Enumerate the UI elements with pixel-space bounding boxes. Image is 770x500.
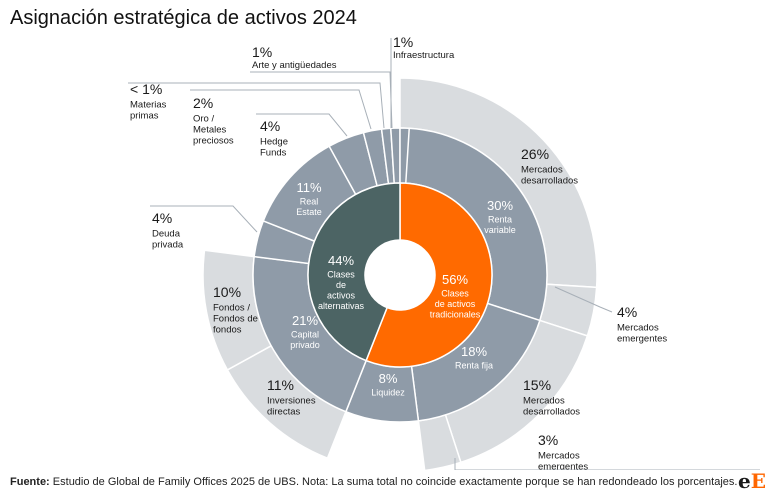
outer-2-pct: 15%: [523, 377, 551, 393]
source-footnote: Fuente: Estudio de Global de Family Offi…: [10, 476, 737, 488]
middle-3-pct: 21%: [292, 313, 318, 328]
callout-leader-line-1: [256, 113, 348, 137]
inner-0-pct: 56%: [442, 272, 468, 287]
outer-4-label: Inversiones directas: [267, 395, 316, 417]
callout-0-label: Deuda privada: [152, 228, 184, 250]
middle-0-label: Renta variable: [484, 214, 516, 235]
outer-1-label: Mercados emergentes: [617, 322, 667, 344]
callout-0-pct: 4%: [152, 210, 172, 226]
middle-2-pct: 8%: [379, 371, 398, 386]
outer-3-pct: 3%: [538, 432, 558, 448]
sunburst-chart: 56%Clases de activos tradicionales 44%Clase…: [128, 34, 760, 470]
inner-segment-1: [307, 182, 401, 362]
outer-leader-line-0: [554, 286, 613, 313]
chart-title: Asignación estratégica de activos 2024: [10, 7, 357, 29]
outer-0-label: Mercados desarrollados: [521, 164, 578, 186]
callout-4-label: Arte y antigüedades: [252, 60, 337, 71]
callout-leader-line-3: [128, 82, 385, 129]
callout-3-label: Materias primas: [130, 99, 167, 121]
inner-1-pct: 44%: [328, 253, 354, 268]
middle-1-pct: 18%: [461, 344, 487, 359]
middle-5-label: Real Estate: [296, 196, 322, 217]
logo-lower-letter: e: [738, 469, 751, 493]
callout-5-pct: 1%: [393, 34, 413, 50]
outer-4-pct: 11%: [267, 377, 294, 393]
middle-0-pct: 30%: [487, 198, 513, 213]
middle-2-label: Liquidez: [371, 387, 405, 397]
source-text: Estudio de Global de Family Offices 2025…: [52, 476, 738, 488]
outer-1-pct: 4%: [617, 304, 637, 320]
source-label: Fuente:: [10, 476, 50, 488]
outer-0-pct: 26%: [521, 146, 549, 162]
callout-4-pct: 1%: [252, 44, 272, 60]
callout-leader-line-2: [190, 89, 372, 130]
outer-5-label: Fondos / Fondos de fondos: [213, 302, 258, 335]
outer-5-pct: 10%: [213, 284, 241, 300]
inner-1-label: Clases de activos alternativas: [318, 269, 365, 311]
inner-0-label: Clases de activos tradicionales: [430, 288, 481, 319]
callout-1-pct: 4%: [260, 118, 280, 134]
brand-logo: eE: [738, 469, 766, 493]
middle-3-label: Capital privado: [290, 329, 320, 350]
outer-3-label: Mercados emergentes: [538, 450, 588, 470]
inner-segment-0: [365, 182, 493, 368]
outer-leader-line-1: [454, 458, 760, 470]
callout-1-label: Hedge Funds: [260, 136, 288, 158]
middle-1-label: Renta fija: [455, 360, 493, 370]
middle-5-pct: 11%: [296, 180, 321, 195]
logo-upper-letter: E: [750, 469, 766, 493]
callout-2-pct: 2%: [193, 95, 213, 111]
callout-leader-line-0: [150, 205, 258, 233]
callout-5-label: Infraestructura: [393, 50, 455, 61]
outer-2-label: Mercados desarrollados: [523, 395, 580, 417]
callout-2-label: Oro / Metales preciosos: [193, 113, 234, 146]
callout-3-pct: < 1%: [130, 81, 162, 97]
